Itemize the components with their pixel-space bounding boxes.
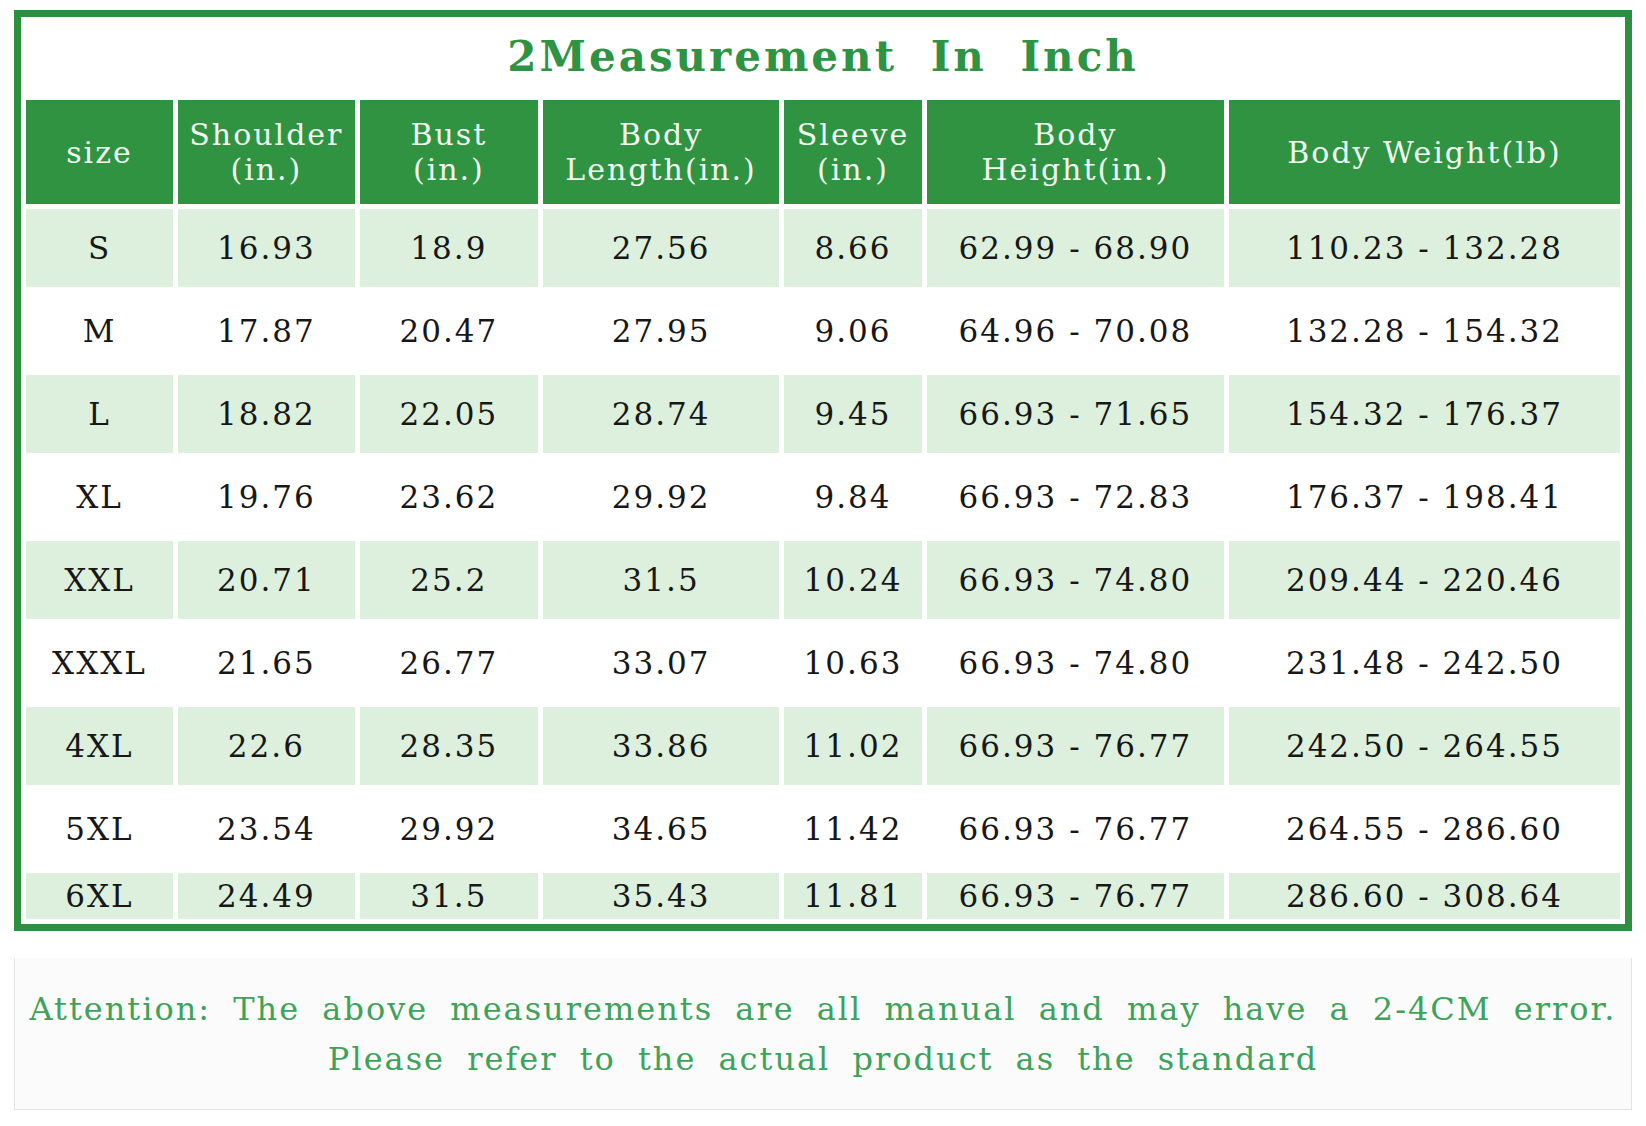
table-row-6XL: 6XL24.4931.535.4311.8166.93 - 76.77286.6… bbox=[26, 873, 1620, 919]
table-cell: 17.87 bbox=[178, 292, 355, 370]
table-cell: 16.93 bbox=[178, 209, 355, 287]
size-label: 4XL bbox=[26, 707, 173, 785]
size-label: 6XL bbox=[26, 873, 173, 919]
table-cell: 10.24 bbox=[784, 541, 922, 619]
size-label: XXL bbox=[26, 541, 173, 619]
table-cell: 66.93 - 74.80 bbox=[927, 624, 1224, 702]
table-cell: 25.2 bbox=[360, 541, 538, 619]
table-cell: 11.81 bbox=[784, 873, 922, 919]
header-cell-0: size bbox=[26, 100, 173, 204]
table-cell: 10.63 bbox=[784, 624, 922, 702]
table-cell: 22.05 bbox=[360, 375, 538, 453]
header-cell-4: Sleeve (in.) bbox=[784, 100, 922, 204]
size-chart-table: sizeShoulder (in.)Bust (in.)Body Length(… bbox=[21, 95, 1625, 924]
table-cell: 66.93 - 72.83 bbox=[927, 458, 1224, 536]
table-row-4XL: 4XL22.628.3533.8611.0266.93 - 76.77242.5… bbox=[26, 707, 1620, 785]
table-cell: 33.07 bbox=[543, 624, 779, 702]
table-cell: 66.93 - 76.77 bbox=[927, 707, 1224, 785]
header-cell-3: Body Length(in.) bbox=[543, 100, 779, 204]
table-cell: 66.93 - 71.65 bbox=[927, 375, 1224, 453]
size-label: XXXL bbox=[26, 624, 173, 702]
table-cell: 20.71 bbox=[178, 541, 355, 619]
table-cell: 29.92 bbox=[543, 458, 779, 536]
table-cell: 28.35 bbox=[360, 707, 538, 785]
table-cell: 176.37 - 198.41 bbox=[1229, 458, 1620, 536]
table-cell: 66.93 - 74.80 bbox=[927, 541, 1224, 619]
table-cell: 20.47 bbox=[360, 292, 538, 370]
table-cell: 24.49 bbox=[178, 873, 355, 919]
table-cell: 21.65 bbox=[178, 624, 355, 702]
attention-line-2: Please refer to the actual product as th… bbox=[328, 1036, 1318, 1082]
size-label: 5XL bbox=[26, 790, 173, 868]
chart-title: 2Measurement In Inch bbox=[21, 17, 1625, 95]
table-cell: 9.84 bbox=[784, 458, 922, 536]
size-label: XL bbox=[26, 458, 173, 536]
header-cell-6: Body Weight(lb) bbox=[1229, 100, 1620, 204]
table-cell: 34.65 bbox=[543, 790, 779, 868]
header-cell-5: Body Height(in.) bbox=[927, 100, 1224, 204]
table-cell: 11.02 bbox=[784, 707, 922, 785]
table-cell: 264.55 - 286.60 bbox=[1229, 790, 1620, 868]
table-cell: 33.86 bbox=[543, 707, 779, 785]
table-cell: 27.95 bbox=[543, 292, 779, 370]
table-cell: 8.66 bbox=[784, 209, 922, 287]
header-cell-1: Shoulder (in.) bbox=[178, 100, 355, 204]
table-cell: 9.45 bbox=[784, 375, 922, 453]
size-label: M bbox=[26, 292, 173, 370]
attention-note: Attention: The above measurements are al… bbox=[14, 958, 1632, 1110]
table-cell: 62.99 - 68.90 bbox=[927, 209, 1224, 287]
table-cell: 29.92 bbox=[360, 790, 538, 868]
table-cell: 286.60 - 308.64 bbox=[1229, 873, 1620, 919]
table-cell: 9.06 bbox=[784, 292, 922, 370]
table-cell: 18.9 bbox=[360, 209, 538, 287]
size-label: L bbox=[26, 375, 173, 453]
table-cell: 31.5 bbox=[543, 541, 779, 619]
table-cell: 154.32 - 176.37 bbox=[1229, 375, 1620, 453]
table-cell: 23.54 bbox=[178, 790, 355, 868]
table-cell: 242.50 - 264.55 bbox=[1229, 707, 1620, 785]
table-cell: 23.62 bbox=[360, 458, 538, 536]
table-cell: 132.28 - 154.32 bbox=[1229, 292, 1620, 370]
table-row-XL: XL19.7623.6229.929.8466.93 - 72.83176.37… bbox=[26, 458, 1620, 536]
size-label: S bbox=[26, 209, 173, 287]
table-cell: 11.42 bbox=[784, 790, 922, 868]
table-cell: 18.82 bbox=[178, 375, 355, 453]
table-cell: 209.44 - 220.46 bbox=[1229, 541, 1620, 619]
size-chart-panel: 2Measurement In Inch sizeShoulder (in.)B… bbox=[14, 10, 1632, 931]
table-row-XXL: XXL20.7125.231.510.2466.93 - 74.80209.44… bbox=[26, 541, 1620, 619]
table-row-M: M17.8720.4727.959.0664.96 - 70.08132.28 … bbox=[26, 292, 1620, 370]
table-cell: 231.48 - 242.50 bbox=[1229, 624, 1620, 702]
attention-line-1: Attention: The above measurements are al… bbox=[30, 986, 1617, 1032]
table-body: S16.9318.927.568.6662.99 - 68.90110.23 -… bbox=[26, 209, 1620, 919]
table-cell: 31.5 bbox=[360, 873, 538, 919]
table-cell: 26.77 bbox=[360, 624, 538, 702]
table-cell: 19.76 bbox=[178, 458, 355, 536]
table-cell: 66.93 - 76.77 bbox=[927, 873, 1224, 919]
table-cell: 27.56 bbox=[543, 209, 779, 287]
table-header: sizeShoulder (in.)Bust (in.)Body Length(… bbox=[26, 100, 1620, 204]
table-cell: 110.23 - 132.28 bbox=[1229, 209, 1620, 287]
table-row-XXXL: XXXL21.6526.7733.0710.6366.93 - 74.80231… bbox=[26, 624, 1620, 702]
header-row: sizeShoulder (in.)Bust (in.)Body Length(… bbox=[26, 100, 1620, 204]
table-cell: 28.74 bbox=[543, 375, 779, 453]
table-cell: 64.96 - 70.08 bbox=[927, 292, 1224, 370]
table-cell: 35.43 bbox=[543, 873, 779, 919]
table-cell: 22.6 bbox=[178, 707, 355, 785]
table-row-S: S16.9318.927.568.6662.99 - 68.90110.23 -… bbox=[26, 209, 1620, 287]
table-row-L: L18.8222.0528.749.4566.93 - 71.65154.32 … bbox=[26, 375, 1620, 453]
header-cell-2: Bust (in.) bbox=[360, 100, 538, 204]
table-row-5XL: 5XL23.5429.9234.6511.4266.93 - 76.77264.… bbox=[26, 790, 1620, 868]
table-cell: 66.93 - 76.77 bbox=[927, 790, 1224, 868]
